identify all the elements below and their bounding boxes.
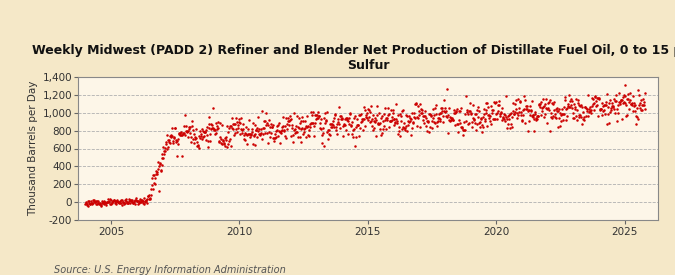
Y-axis label: Thousand Barrels per Day: Thousand Barrels per Day xyxy=(28,81,38,216)
Title: Weekly Midwest (PADD 2) Refiner and Blender Net Production of Distillate Fuel Oi: Weekly Midwest (PADD 2) Refiner and Blen… xyxy=(32,44,675,72)
Text: Source: U.S. Energy Information Administration: Source: U.S. Energy Information Administ… xyxy=(54,265,286,275)
